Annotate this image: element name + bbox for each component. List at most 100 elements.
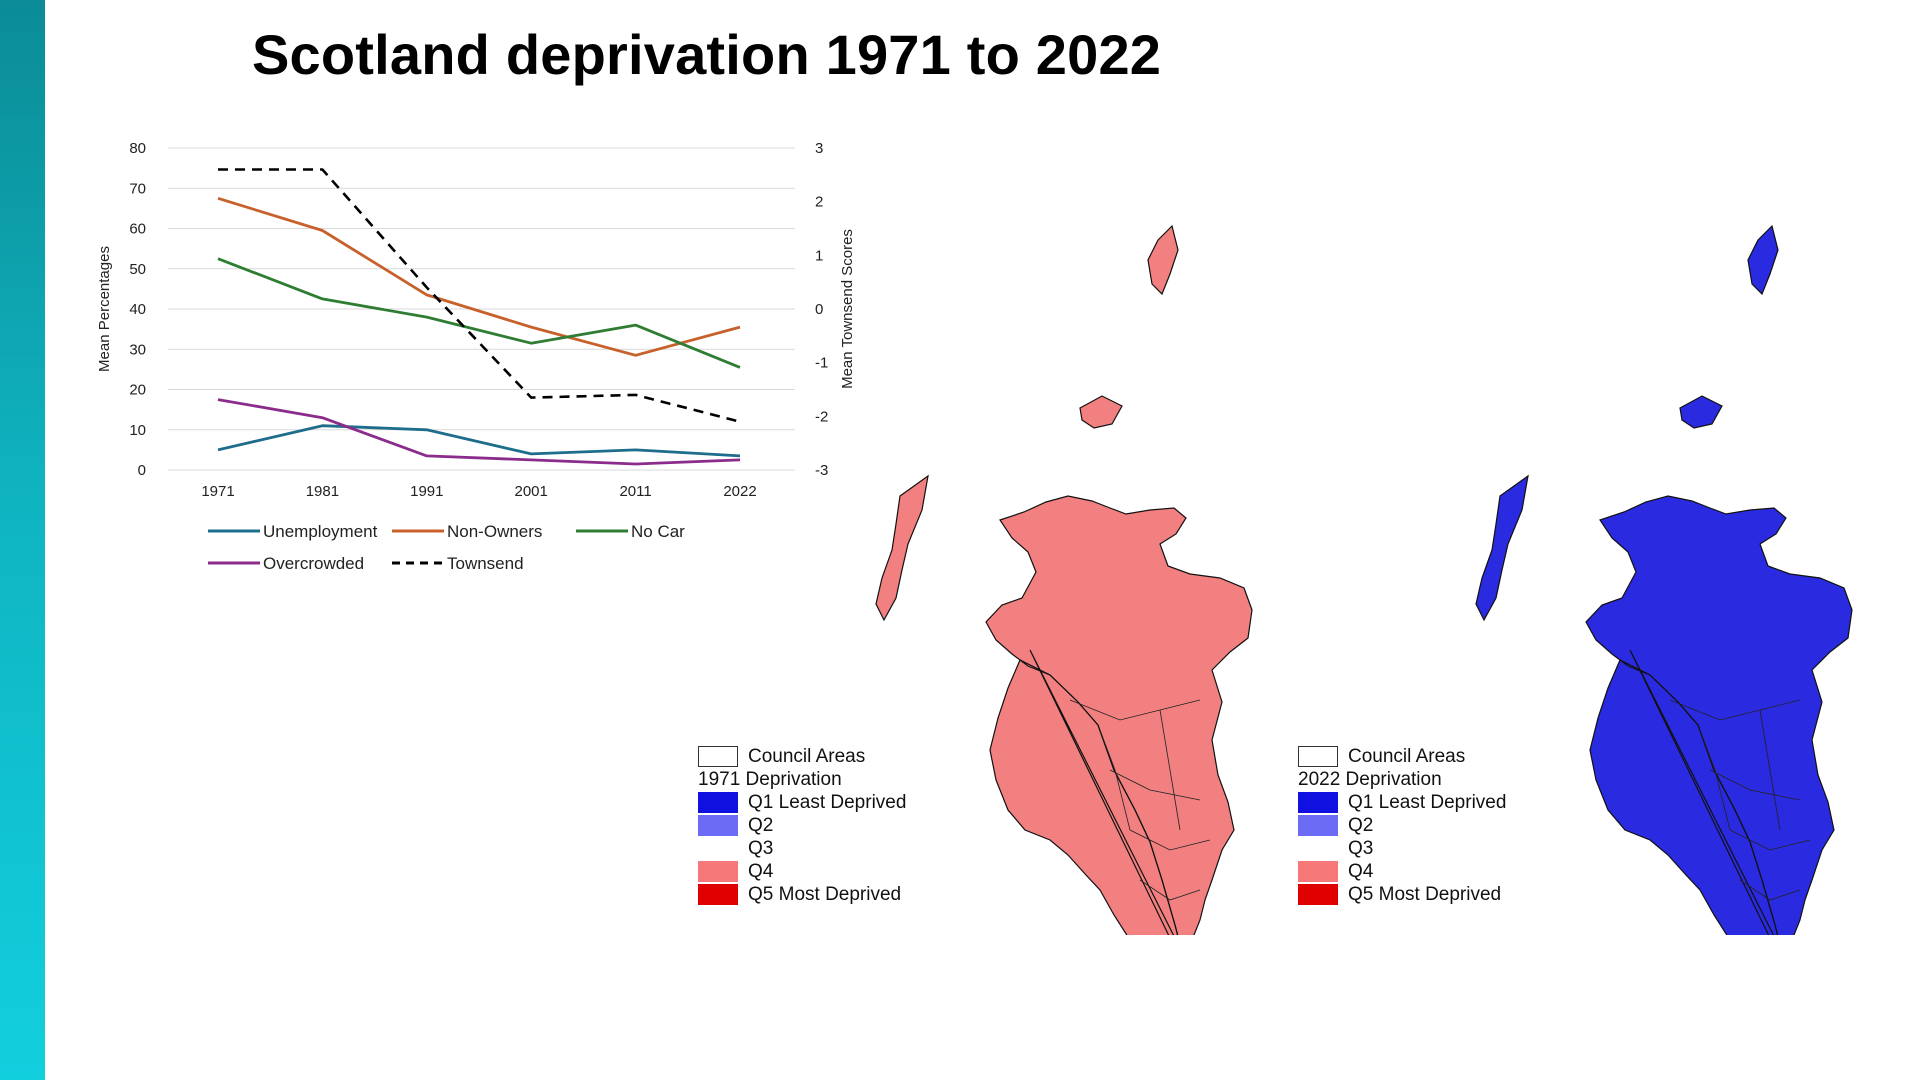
map-patch [1578,220,1600,234]
map-patch [1229,544,1245,561]
map-west-highlands [1590,660,1778,935]
series-line-no-car [217,257,741,369]
y2-tick-label: 1 [815,247,823,264]
legend-label-non-owners: Non-Owners [447,522,542,541]
legend-label-q3: Q3 [1348,838,1374,859]
map-patch [1127,393,1146,412]
map-patch [966,326,980,343]
y-tick-label: 0 [138,462,146,479]
map-patch [1591,282,1615,299]
map-patch [898,698,921,716]
map-patch [1585,646,1606,667]
map-patch [1549,542,1582,572]
map-patch [977,381,995,410]
map-patch [996,251,1018,266]
map-mainland [986,496,1252,935]
legend-label-q1: Q1 Least Deprived [748,792,907,813]
map-patch [1807,441,1833,470]
map-patch [1500,353,1513,367]
y-tick-label: 10 [129,422,146,439]
map-patch [1741,293,1768,327]
council-boundary [1109,769,1201,801]
map-patch [1131,432,1163,453]
map-patch [1131,305,1166,333]
map-patch [1608,562,1629,583]
map-patch [1126,469,1149,492]
council-boundary [1709,769,1801,801]
legend-label-q4: Q4 [1348,861,1374,882]
legend-heading: 2022 Deprivation [1298,769,1442,790]
y-tick-label: 80 [129,140,146,157]
map-patch [1551,270,1575,295]
map-orkney [1080,396,1122,428]
map-patch [906,250,929,282]
map-patch [1659,220,1673,232]
x-tick-label: 2011 [619,483,651,500]
map-patch [1652,436,1675,460]
council-areas-label: Council Areas [1348,746,1466,767]
map-patch [1691,257,1721,275]
deprivation-line-chart: 0 10 20 30 40 50 60 70 80 -3 -2 -1 0 1 2 3 1971 1981 1991 2… [96,140,856,573]
map-patch [903,638,932,667]
map-outline [1679,395,1723,429]
map-patch [1132,397,1154,410]
map-patch [1552,688,1561,699]
y2-tick-label: -1 [815,355,828,372]
map-outline [989,659,1179,935]
legend-heading: 1971 Deprivation [698,769,842,790]
map-patch [1011,417,1029,436]
map-patch [1612,294,1650,325]
map-patch [1551,220,1580,241]
map-patch [1545,226,1559,254]
map-patch [997,399,1016,411]
map-patch [1566,330,1580,343]
map-patch [1583,390,1612,411]
map-patch [1543,292,1573,324]
y2-axis-label: Mean Townsend Scores [839,229,856,389]
map-patch [1002,469,1013,489]
y2-tick-label: -2 [815,408,828,425]
map-patch [1019,445,1040,473]
map-patch [1513,708,1552,740]
map-patch [1822,509,1834,536]
map-patch [1121,490,1153,503]
map-patch [1552,357,1582,387]
map-patch [1804,220,1817,231]
map-patch [1767,378,1795,406]
map-patch [1042,361,1066,383]
x-tick-label: 1981 [306,483,339,500]
series-line-non-owners [217,196,741,357]
x-tick-label: 2022 [723,483,756,500]
map-patch [1203,498,1219,513]
y-tick-label: 20 [129,382,146,399]
map-patch [1560,369,1587,381]
x-tick-label: 1991 [410,483,443,500]
map-patch [1552,254,1579,278]
map-patch [959,373,982,395]
y2-tick-label: 0 [815,301,823,318]
map-patch [1185,220,1213,255]
council-boundary [1669,699,1801,721]
map-patch [1112,319,1144,347]
map-patch [1541,387,1563,400]
map-patch [1532,410,1555,433]
council-boundary [1759,709,1781,831]
legend-1971: Council Areas 1971 Deprivation Q1 Least … [698,746,978,916]
map-patch [1651,354,1681,385]
map-patch [981,220,1008,237]
map-patch [1057,462,1079,487]
map-patch [1074,362,1100,385]
y-tick-label: 50 [129,261,146,278]
map-patch [1487,240,1506,260]
map-orkney [1680,396,1722,428]
map-patch [1605,378,1631,405]
legend-label-no-car: No Car [631,522,685,541]
legend-label-q5: Q5 Most Deprived [748,884,902,905]
council-boundary [1739,879,1801,901]
legend-swatch-q4 [1298,861,1338,882]
map-outer-hebrides [876,476,928,620]
map-patch [1549,499,1576,517]
map-patch [952,336,990,367]
map-patch [1589,405,1625,440]
map-patch [1509,612,1535,630]
